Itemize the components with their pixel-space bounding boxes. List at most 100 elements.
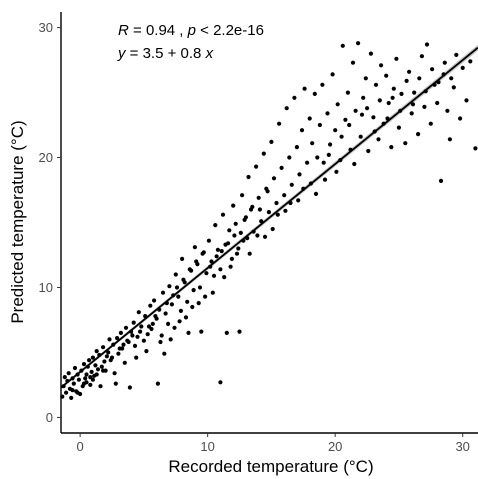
y-tick-label: 30 (39, 20, 53, 35)
data-point (155, 381, 160, 386)
data-point (326, 152, 331, 157)
data-point (220, 212, 226, 217)
data-point (394, 56, 399, 61)
data-point (438, 178, 444, 183)
data-point (270, 226, 275, 232)
data-point (353, 108, 358, 113)
data-point (88, 382, 93, 387)
data-point (113, 381, 118, 386)
data-point (215, 247, 220, 252)
data-point (139, 324, 144, 329)
data-point (163, 311, 168, 316)
data-point (152, 298, 157, 303)
data-point (271, 176, 277, 181)
data-point (98, 384, 103, 389)
data-point (377, 98, 382, 103)
data-point (112, 371, 117, 376)
data-point (218, 267, 223, 272)
data-point (365, 106, 370, 111)
data-point (169, 302, 174, 307)
data-point (447, 137, 452, 142)
data-point (214, 254, 219, 259)
data-point (227, 228, 232, 233)
data-point (451, 85, 456, 90)
data-point (247, 251, 252, 256)
data-point (384, 73, 389, 78)
data-point (363, 76, 368, 81)
data-point (299, 128, 305, 133)
data-point (419, 54, 424, 59)
data-point (90, 355, 95, 360)
data-point (89, 369, 94, 374)
data-point (289, 182, 294, 187)
data-point (70, 388, 75, 393)
data-point (256, 195, 261, 200)
data-point (315, 155, 320, 160)
data-point (233, 221, 238, 226)
data-point (146, 324, 152, 329)
data-point (219, 249, 224, 254)
data-point (101, 368, 106, 373)
data-point (240, 193, 245, 198)
data-point (132, 343, 138, 348)
data-point (83, 376, 88, 381)
data-point (90, 377, 95, 382)
data-point (204, 271, 209, 276)
data-point (460, 65, 465, 70)
data-point (125, 338, 130, 343)
data-point (283, 208, 288, 213)
data-point (345, 90, 350, 95)
data-point (368, 51, 373, 56)
data-point (145, 332, 150, 337)
data-point (320, 82, 325, 87)
data-point (185, 299, 190, 304)
data-point (340, 43, 345, 48)
data-point (224, 330, 229, 335)
data-point (292, 95, 297, 100)
data-point (442, 60, 447, 65)
data-point (81, 381, 87, 386)
data-point (366, 148, 371, 154)
data-point (199, 329, 204, 334)
data-point (206, 238, 211, 243)
data-point (416, 132, 421, 137)
data-point (238, 230, 243, 235)
data-point (71, 381, 76, 386)
data-point (424, 42, 430, 47)
data-point (130, 333, 135, 338)
data-point (307, 116, 312, 121)
data-point (144, 349, 149, 354)
data-point (228, 264, 233, 269)
data-point (464, 98, 469, 103)
data-point (454, 52, 459, 58)
data-point (305, 160, 310, 165)
data-point (325, 111, 330, 116)
regression-equation: y = 3.5 + 0.8 x (117, 45, 214, 62)
data-points (60, 41, 478, 400)
data-point (213, 223, 218, 228)
data-point (339, 134, 344, 139)
data-point (87, 358, 92, 363)
data-point (399, 91, 404, 96)
data-point (428, 121, 433, 126)
data-point (376, 137, 381, 142)
data-point (279, 165, 284, 170)
data-point (231, 203, 236, 208)
data-point (226, 241, 231, 246)
data-point (287, 155, 292, 160)
data-point (153, 314, 158, 319)
data-point (371, 115, 376, 120)
data-point (358, 134, 363, 139)
data-point (66, 371, 71, 376)
y-tick-label: 0 (46, 410, 53, 425)
data-point (158, 339, 163, 345)
x-tick-label: 0 (77, 439, 84, 454)
data-point (93, 363, 98, 368)
data-point (312, 91, 317, 96)
data-point (412, 90, 417, 95)
data-point (445, 108, 450, 113)
data-point (180, 256, 185, 261)
data-point (275, 212, 280, 217)
data-point (262, 234, 268, 239)
